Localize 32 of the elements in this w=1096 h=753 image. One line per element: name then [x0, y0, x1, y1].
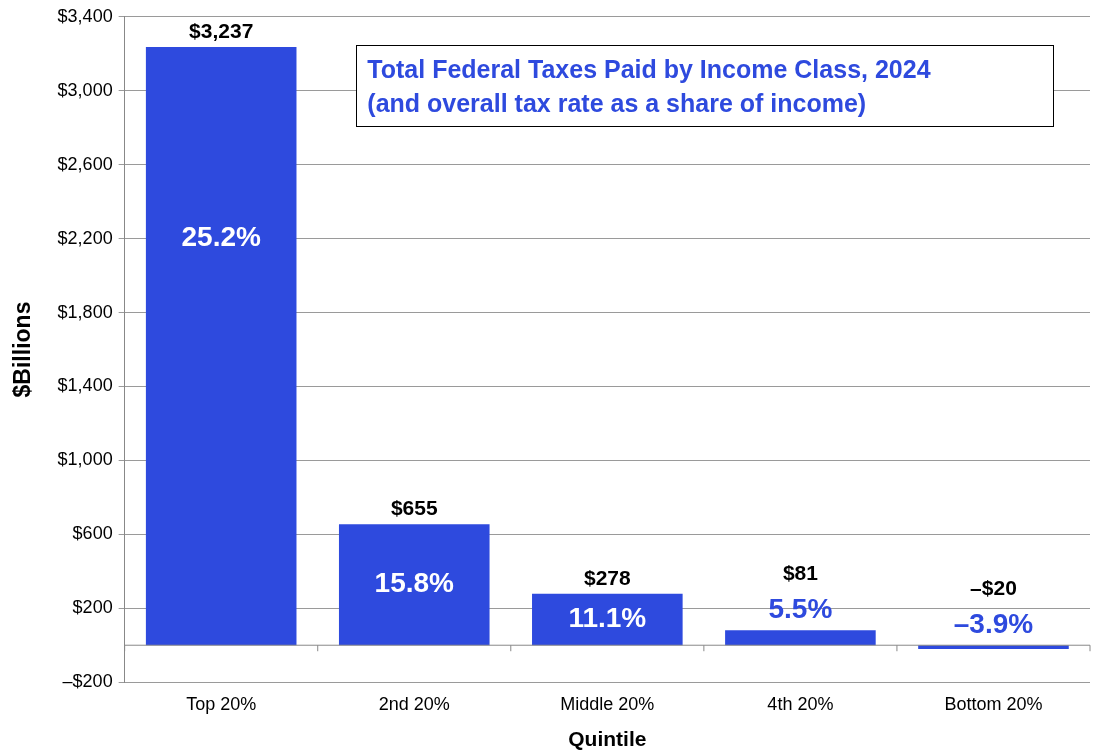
- data-label: $278: [583, 566, 632, 590]
- y-tick-label: $2,200: [57, 227, 113, 248]
- y-tick-label: –$200: [62, 671, 113, 692]
- x-tick-label: Middle 20%: [560, 693, 655, 714]
- bar: [725, 630, 876, 646]
- x-tick-label: 4th 20%: [767, 693, 834, 714]
- y-tick-label: $200: [72, 597, 113, 618]
- data-label: –$20: [970, 575, 1017, 599]
- x-axis-title: Quintile: [568, 727, 647, 751]
- y-tick-label: $1,400: [57, 375, 113, 396]
- data-label: $3,237: [189, 19, 254, 43]
- x-tick-label: Bottom 20%: [944, 693, 1043, 714]
- bar: [532, 593, 683, 646]
- y-axis-title: $Billions: [9, 301, 36, 398]
- annotation: 11.1%: [568, 602, 647, 634]
- x-tick-label: 2nd 20%: [378, 693, 450, 714]
- bar: [145, 46, 297, 646]
- y-tick-label: $600: [72, 523, 113, 544]
- y-tick-label: $3,000: [57, 79, 113, 100]
- bar: [338, 524, 490, 646]
- annotation: 15.8%: [374, 567, 455, 599]
- title-frame: Total Federal Taxes Paid by Income Class, 2024 (and overall tax rate as a share of income): [356, 44, 1055, 127]
- data-label: $655: [390, 496, 438, 520]
- annotation: 25.2%: [181, 221, 261, 253]
- y-tick-label: $1,800: [57, 301, 113, 322]
- y-tick-label: $2,600: [57, 153, 113, 174]
- data-label: $81: [782, 560, 819, 584]
- y-tick-label: $3,400: [57, 5, 113, 26]
- annotation: 5.5%: [768, 592, 833, 624]
- x-tick-label: Top 20%: [186, 693, 257, 714]
- annotation: –3.9%: [953, 607, 1034, 639]
- y-tick-label: $1,000: [57, 449, 113, 470]
